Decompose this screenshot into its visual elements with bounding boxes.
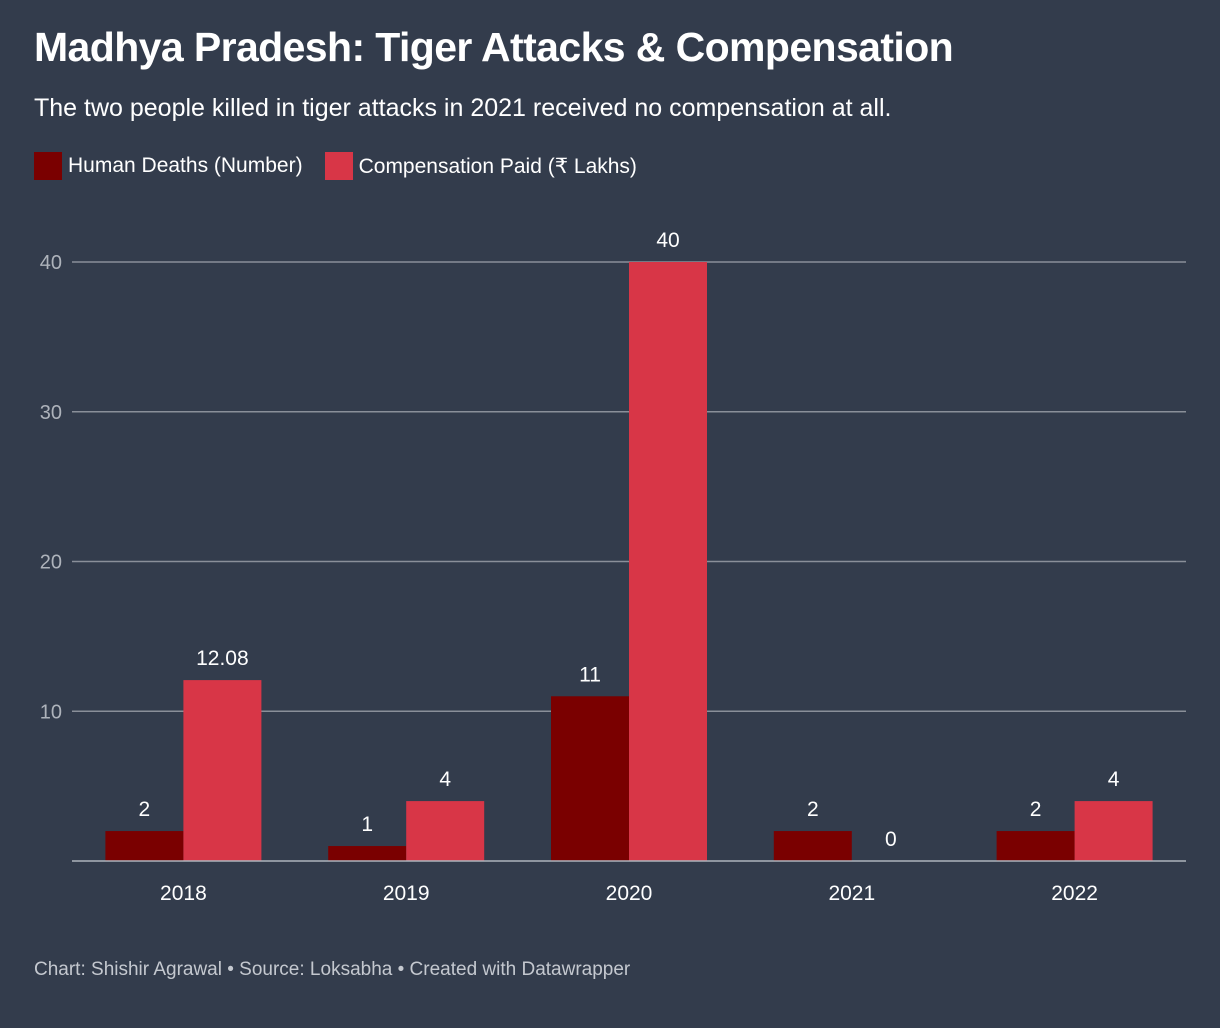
data-label-compensation-2021: 0 (885, 828, 897, 851)
x-tick-label-2020: 2020 (606, 882, 653, 905)
legend-swatch-compensation (324, 152, 353, 180)
legend-item-human-deaths: Human Deaths (Number) (34, 152, 303, 180)
data-label-compensation-2020: 40 (656, 229, 679, 252)
bar-deaths-2022 (996, 831, 1075, 861)
y-tick-label: 40 (40, 252, 62, 274)
y-tick-label: 20 (40, 552, 62, 574)
chart-legend: Human Deaths (Number) Compensation Paid … (34, 152, 659, 180)
bar-compensation-2018 (183, 680, 262, 861)
bar-deaths-2021 (773, 831, 852, 861)
bar-deaths-2020 (551, 696, 629, 861)
legend-label-compensation: Compensation Paid (₹ Lakhs) (358, 154, 637, 178)
data-label-deaths-2022: 2 (1030, 798, 1042, 821)
bar-chart: 10203040212.0820181420191140202020202124… (40, 229, 1186, 905)
data-label-deaths-2018: 2 (139, 798, 151, 821)
data-label-compensation-2022: 4 (1108, 768, 1120, 791)
legend-swatch-human-deaths (34, 152, 62, 180)
data-label-compensation-2019: 4 (439, 768, 451, 791)
data-label-deaths-2021: 2 (807, 798, 819, 821)
x-tick-label-2019: 2019 (383, 882, 430, 905)
bar-compensation-2022 (1074, 801, 1153, 861)
y-tick-label: 30 (40, 402, 62, 424)
x-tick-label-2022: 2022 (1051, 882, 1098, 905)
chart-subtitle: The two people killed in tiger attacks i… (34, 94, 892, 122)
bar-deaths-2019 (328, 846, 407, 861)
x-tick-label-2018: 2018 (160, 882, 207, 905)
chart-title: Madhya Pradesh: Tiger Attacks & Compensa… (34, 24, 954, 70)
data-label-deaths-2020: 11 (579, 663, 601, 686)
bar-compensation-2020 (629, 262, 707, 861)
data-label-deaths-2019: 1 (361, 813, 373, 836)
legend-label-human-deaths: Human Deaths (Number) (68, 154, 303, 177)
legend-item-compensation: Compensation Paid (₹ Lakhs) (324, 152, 637, 180)
chart-footer: Chart: Shishir Agrawal • Source: Loksabh… (34, 959, 631, 980)
bar-deaths-2018 (105, 831, 184, 861)
bar-compensation-2019 (406, 801, 485, 861)
y-tick-label: 10 (40, 701, 62, 723)
x-tick-label-2021: 2021 (828, 882, 875, 905)
data-label-compensation-2018: 12.08 (196, 647, 249, 670)
